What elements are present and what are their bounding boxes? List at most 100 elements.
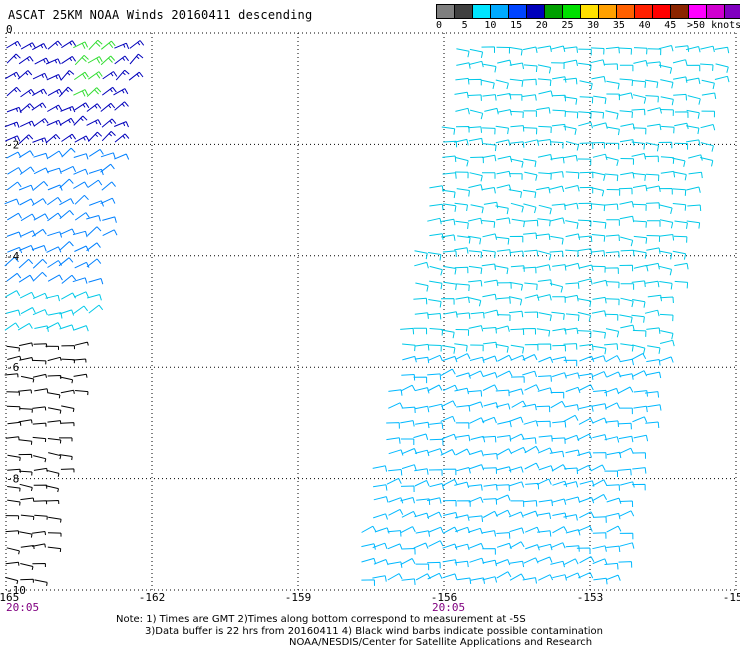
wind-barb <box>59 117 75 126</box>
wind-barb <box>468 280 483 287</box>
wind-barb <box>537 543 553 551</box>
wind-barb <box>61 274 77 284</box>
scale-swatch <box>599 5 617 18</box>
wind-barb <box>495 236 510 245</box>
wind-barb <box>47 212 62 222</box>
wind-barb <box>577 158 592 166</box>
wind-barb <box>522 94 537 101</box>
wind-barb <box>443 311 458 318</box>
wind-barb <box>440 298 455 305</box>
wind-barb <box>20 213 36 222</box>
wind-barb <box>87 131 103 142</box>
wind-barb <box>522 437 537 444</box>
wind-barb <box>674 142 689 150</box>
wind-barb <box>33 343 48 348</box>
wind-barb <box>509 78 524 87</box>
wind-barb <box>523 500 538 507</box>
wind-barb <box>87 179 103 189</box>
wind-barb <box>361 557 377 565</box>
wind-barb <box>631 353 647 361</box>
scale-label: 40 <box>638 20 651 31</box>
wind-barb <box>5 71 20 80</box>
wind-barb <box>565 171 580 179</box>
wind-barb <box>578 264 594 272</box>
wind-barb <box>33 484 48 489</box>
wind-barb <box>564 294 579 302</box>
wind-barb <box>482 355 498 362</box>
wind-barb <box>593 345 607 355</box>
wind-barb <box>645 95 659 103</box>
wind-barb <box>415 421 430 429</box>
wind-barb <box>632 370 648 377</box>
wind-barb <box>7 499 21 506</box>
wind-barb <box>33 167 49 175</box>
wind-barb <box>510 158 524 168</box>
wind-barb <box>523 232 538 240</box>
wind-barb <box>551 437 566 444</box>
wind-barb <box>536 233 551 240</box>
scale-swatch <box>653 5 671 18</box>
wind-barb <box>442 155 457 163</box>
wind-barb <box>701 110 715 118</box>
wind-barb <box>413 327 428 335</box>
wind-barb <box>414 405 430 413</box>
wind-barb <box>552 574 567 581</box>
wind-barb <box>481 220 496 228</box>
wind-barb <box>32 271 47 282</box>
wind-barb <box>7 167 23 175</box>
wind-barb <box>550 141 564 149</box>
wind-barb <box>658 45 674 52</box>
wind-barb <box>19 103 35 113</box>
wind-barb <box>579 480 595 487</box>
wind-barb <box>457 500 471 507</box>
wind-barb <box>576 547 591 555</box>
wind-barb <box>427 448 443 455</box>
wind-barb <box>619 264 634 272</box>
wind-barb <box>592 153 608 161</box>
wind-barb <box>522 189 537 199</box>
wind-barb <box>605 142 620 150</box>
wind-barb <box>592 220 607 229</box>
wind-barb <box>483 484 498 491</box>
wind-barb <box>620 236 634 247</box>
wind-barb <box>658 250 673 260</box>
wind-barb <box>440 368 456 376</box>
wind-barb <box>537 139 552 146</box>
wind-barb <box>620 324 635 332</box>
wind-barb <box>563 77 578 85</box>
x-tick-label: -156 <box>431 591 458 604</box>
wind-barb <box>441 433 457 440</box>
wind-barb <box>32 72 48 80</box>
wind-barb <box>550 560 565 568</box>
wind-barb <box>592 493 608 502</box>
wind-barb <box>631 108 646 116</box>
wind-barb <box>509 541 525 549</box>
wind-barb <box>645 155 659 163</box>
wind-barb <box>61 147 76 158</box>
wind-barb <box>592 434 607 441</box>
wind-barb <box>6 345 20 352</box>
wind-barb <box>563 558 579 566</box>
wind-barb <box>606 497 622 504</box>
wind-barb <box>604 203 619 210</box>
wind-barb <box>523 110 537 117</box>
wind-barbs <box>4 39 730 586</box>
wind-barb <box>660 156 675 164</box>
wind-barb <box>128 71 144 81</box>
wind-barb <box>496 532 511 539</box>
wind-barb <box>6 272 22 282</box>
wind-barb <box>563 514 578 521</box>
wind-barb <box>388 561 403 568</box>
wind-barb <box>428 252 442 261</box>
wind-barb <box>633 235 648 244</box>
wind-barb <box>593 389 608 397</box>
wind-barb <box>508 511 524 518</box>
wind-barb <box>455 448 471 456</box>
wind-barb <box>5 530 20 535</box>
wind-barb <box>442 478 458 486</box>
wind-barb <box>7 454 21 461</box>
wind-barb <box>714 46 730 54</box>
wind-barb <box>495 343 509 353</box>
wind-barb <box>647 107 662 114</box>
wind-barb <box>441 329 455 339</box>
